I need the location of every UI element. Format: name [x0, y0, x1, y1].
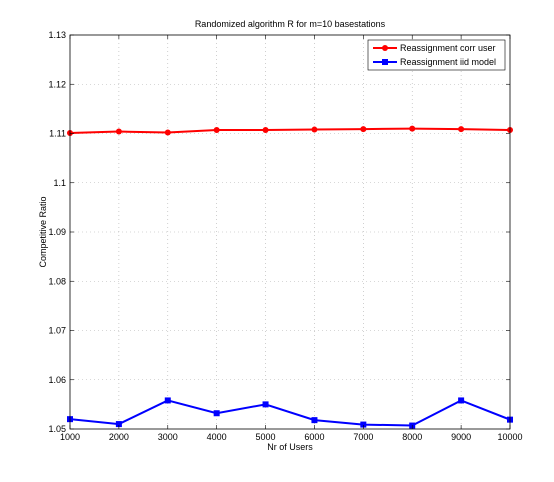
x-tick-label: 3000	[158, 432, 178, 442]
y-tick-label: 1.13	[48, 30, 66, 40]
legend-marker-corr	[382, 45, 388, 51]
data-point-1	[213, 410, 220, 417]
series-line-0	[69, 127, 511, 135]
x-tick-label: 10000	[497, 432, 522, 442]
legend-label-corr: Reassignment corr user	[400, 43, 496, 53]
data-point-1	[164, 397, 171, 404]
x-tick-label: 1000	[60, 432, 80, 442]
data-point-0	[164, 129, 171, 136]
legend: Reassignment corr user Reassignment iid …	[367, 39, 506, 71]
y-tick-label: 1.11	[49, 129, 66, 139]
data-point-0	[311, 126, 318, 133]
y-tick-label: 1.12	[48, 79, 66, 89]
data-point-0	[360, 126, 367, 133]
x-tick-label: 5000	[256, 432, 276, 442]
data-point-1	[360, 421, 367, 428]
series-line-1	[69, 399, 511, 427]
data-point-0	[458, 126, 465, 133]
series-layer	[67, 125, 513, 429]
data-point-0	[115, 128, 122, 135]
legend-marker-iid	[382, 59, 388, 65]
data-point-1	[458, 397, 465, 404]
x-tick-label: 9000	[451, 432, 471, 442]
x-tick-label: 8000	[402, 432, 422, 442]
y-tick-label: 1.06	[48, 375, 66, 385]
grid	[70, 35, 510, 429]
data-point-1	[311, 417, 318, 424]
x-axis-label: Nr of Users	[267, 442, 313, 452]
y-tick-label: 1.08	[48, 276, 66, 286]
chart-title: Randomized algorithm R for m=10 basestat…	[195, 19, 386, 29]
data-point-1	[115, 421, 122, 428]
data-point-0	[409, 125, 416, 132]
x-tick-label: 6000	[304, 432, 324, 442]
x-tick-label: 2000	[109, 432, 129, 442]
y-tick-label: 1.05	[48, 424, 66, 434]
data-point-0	[262, 127, 269, 134]
legend-box	[367, 39, 506, 71]
x-tick-label: 4000	[207, 432, 227, 442]
x-tick-label: 7000	[353, 432, 373, 442]
y-tick-label: 1.09	[48, 227, 66, 237]
data-point-1	[262, 401, 269, 408]
legend-label-iid: Reassignment iid model	[400, 57, 496, 67]
ticks: 1000 2000 3000 4000 5000 6000 7000 8000 9000 1000…	[48, 30, 522, 442]
y-axis-label: Competitive Ratio	[38, 196, 48, 267]
data-point-0	[213, 127, 220, 134]
y-tick-label: 1.07	[48, 326, 66, 336]
y-tick-label: 1.1	[53, 178, 66, 188]
